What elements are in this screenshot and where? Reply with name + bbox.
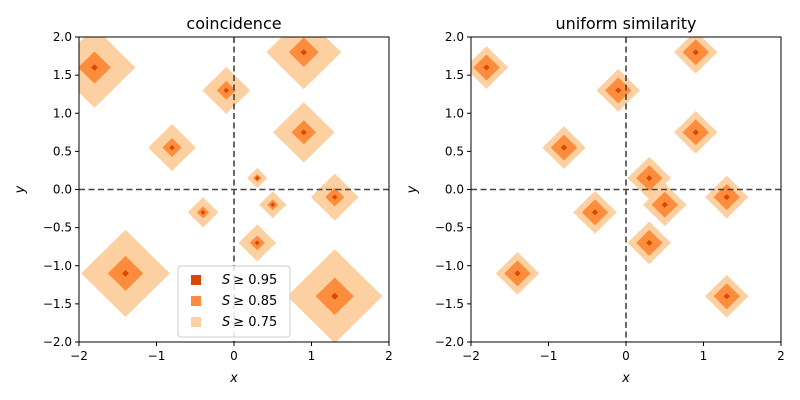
contour-level-095-point-10: [514, 270, 521, 277]
x-tick-label: 1: [700, 349, 708, 363]
legend-swatch-075: [191, 317, 201, 327]
y-tick-label: 0.5: [53, 144, 72, 158]
legend-symbol-085: S: [222, 294, 230, 309]
y-tick-label: 1.0: [445, 106, 464, 120]
contour-level-095-point-4: [692, 129, 699, 136]
x-tick-label: −2: [462, 349, 480, 363]
chart-title-right: uniform similarity: [556, 14, 697, 33]
y-tick-label: −1.0: [43, 259, 72, 273]
x-tick-label: −1: [148, 349, 166, 363]
x-axis-label-left: x: [229, 371, 238, 386]
y-tick-label: −1.5: [435, 297, 464, 311]
y-tick-label: 1.0: [53, 106, 72, 120]
contour-level-095-point-6: [723, 194, 730, 201]
contour-region-left: [79, 37, 383, 342]
ticks-left: −2 −1 0 1 2 −2.0 −1.5 −1.0 −0.5 0.0 0.5 1.0 1.5 2.0: [43, 30, 393, 363]
y-axis-label-left: y: [13, 185, 28, 194]
contour-level-095-point-0: [483, 64, 490, 71]
contour-level-095-point-8: [270, 202, 276, 208]
x-tick-label: −2: [70, 349, 88, 363]
contour-level-095-point-10: [122, 269, 129, 277]
legend-item-075: S ≥ 0.75: [191, 315, 277, 330]
contour-level-095-point-11: [331, 292, 339, 300]
contour-level-095-point-11: [723, 293, 730, 300]
contour-level-095-point-7: [200, 209, 206, 215]
contour-level-095-point-9: [646, 239, 653, 246]
contour-region-right: [471, 37, 749, 318]
contour-level-095-point-3: [560, 144, 568, 151]
legend: S ≥ 0.95 S ≥ 0.85 S ≥ 0.75: [177, 265, 291, 338]
legend-label-095: ≥ 0.95: [233, 273, 277, 288]
y-tick-label: −2.0: [435, 335, 464, 349]
contour-level-095-point-2: [300, 49, 307, 56]
contour-level-095-point-1: [615, 87, 622, 94]
y-tick-label: 2.0: [445, 30, 464, 44]
legend-label-075: ≥ 0.75: [233, 315, 277, 330]
contour-level-095-point-9: [254, 240, 260, 246]
svg-text:S≥ 0.75: S ≥ 0.75: [222, 315, 277, 330]
legend-label-085: ≥ 0.85: [233, 294, 277, 309]
y-tick-label: 0.5: [445, 144, 464, 158]
x-tick-label: 2: [777, 349, 785, 363]
y-tick-label: 0.0: [445, 183, 464, 197]
panel-uniform-similarity: uniform similarity −2 −1 0 1 2 −2.0 −1.5 −1.0 −0…: [405, 14, 785, 386]
legend-symbol-095: S: [222, 273, 230, 288]
contour-level-095-point-0: [91, 64, 98, 71]
legend-swatch-085: [191, 296, 201, 306]
x-axis-label-right: x: [621, 371, 630, 386]
contour-level-095-point-1: [223, 87, 229, 94]
y-tick-label: 0.0: [53, 183, 72, 197]
contour-level-095-point-2: [692, 49, 699, 56]
legend-box: [177, 265, 291, 338]
svg-text:S≥ 0.85: S ≥ 0.85: [222, 294, 277, 309]
x-tick-label: 0: [230, 349, 238, 363]
y-tick-label: −2.0: [43, 335, 72, 349]
contour-level-095-point-8: [661, 201, 668, 208]
contour-level-095-point-3: [169, 144, 175, 151]
y-tick-label: −0.5: [435, 221, 464, 235]
chart-title-left: coincidence: [186, 14, 281, 33]
y-tick-label: 1.5: [445, 68, 464, 82]
panel-coincidence: coincidence −2 −1 0 1 2 −2.0 −1.5 −1.0 −0.5 0.0 0.…: [13, 14, 393, 386]
contour-level-095-point-4: [300, 129, 307, 136]
contour-level-095-point-5: [646, 175, 653, 182]
legend-symbol-075: S: [222, 315, 230, 330]
x-tick-label: 2: [385, 349, 393, 363]
contour-level-095-point-6: [332, 194, 338, 200]
contour-level-095-point-7: [591, 209, 599, 216]
svg-text:S≥ 0.95: S ≥ 0.95: [222, 273, 277, 288]
y-tick-label: −0.5: [43, 221, 72, 235]
x-tick-label: 1: [308, 349, 316, 363]
y-tick-label: −1.0: [435, 259, 464, 273]
y-axis-label-right: y: [405, 185, 420, 194]
ticks-right: −2 −1 0 1 2 −2.0 −1.5 −1.0 −0.5 0.0 0.5 1.0 1.5 2.0: [435, 30, 785, 363]
legend-swatch-095: [191, 275, 201, 285]
legend-item-095: S ≥ 0.95: [191, 273, 277, 288]
y-tick-label: −1.5: [43, 297, 72, 311]
contour-level-095-point-5: [255, 175, 260, 181]
x-tick-label: −1: [540, 349, 558, 363]
x-tick-label: 0: [622, 349, 630, 363]
legend-item-085: S ≥ 0.85: [191, 294, 277, 309]
y-tick-label: 1.5: [53, 68, 72, 82]
y-tick-label: 2.0: [53, 30, 72, 44]
